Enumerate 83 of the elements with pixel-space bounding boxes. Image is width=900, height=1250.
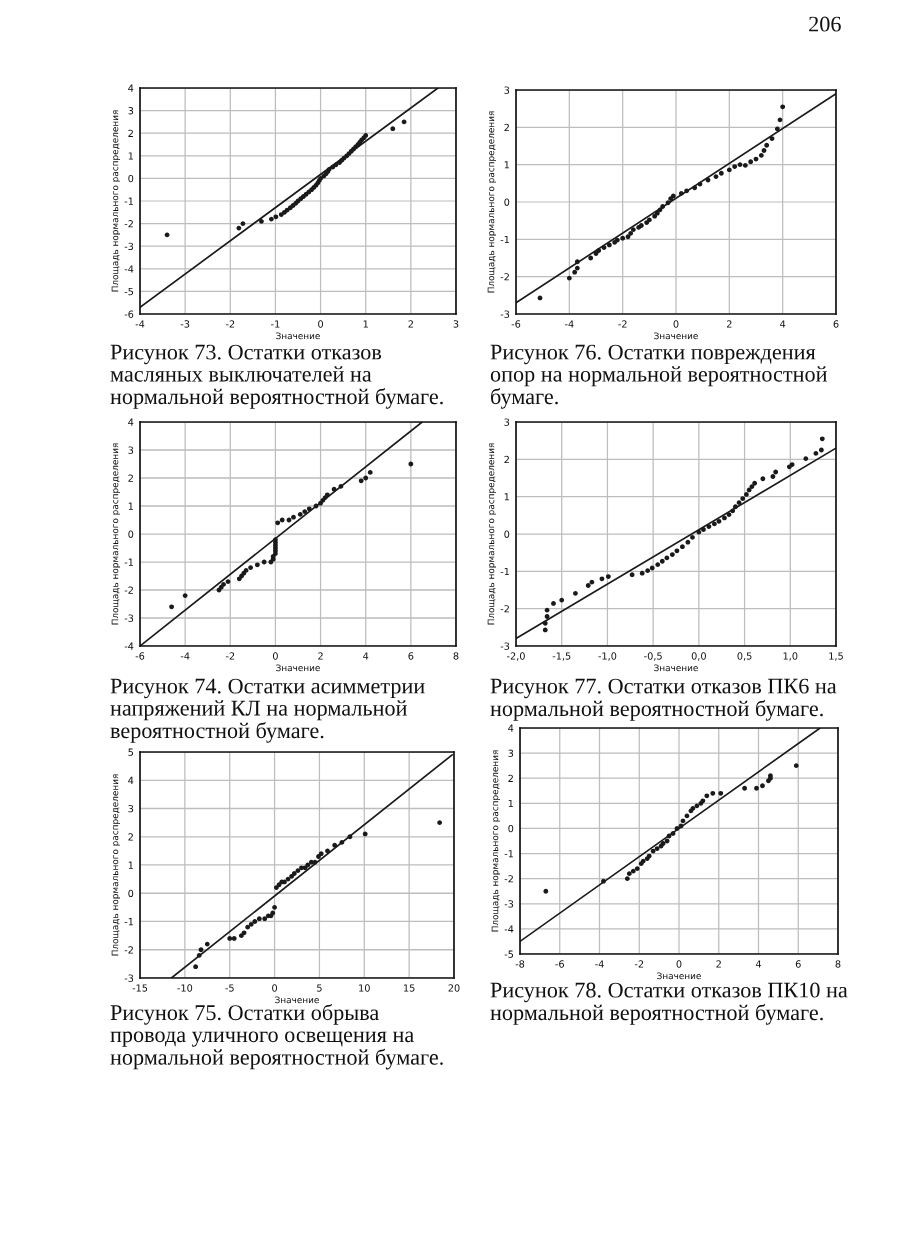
point (630, 227, 636, 233)
point (692, 185, 698, 191)
point (780, 104, 786, 110)
point (718, 790, 724, 796)
point (624, 876, 630, 882)
text: Рисунок 73. Остатки отказов масляных выключателей на нормальной вероятностной бумаге. (110, 344, 443, 409)
point (543, 888, 549, 894)
point (367, 469, 373, 475)
point (646, 217, 652, 223)
point (193, 964, 199, 970)
point (674, 548, 680, 554)
point (726, 167, 732, 173)
point (760, 476, 766, 482)
point (339, 839, 345, 845)
point (204, 941, 210, 947)
point (685, 539, 691, 545)
point (248, 565, 254, 571)
point (748, 159, 754, 165)
point (182, 593, 188, 599)
point (639, 570, 645, 576)
point (718, 170, 724, 176)
point (774, 126, 780, 132)
point (599, 576, 605, 582)
point (710, 790, 716, 796)
point (542, 620, 548, 626)
point (297, 511, 303, 517)
text: Рисунок 75. Остатки обрыва провода уличного освещения на нормальной вероятностной бумаге. (110, 1004, 443, 1070)
point (758, 152, 764, 158)
point (620, 235, 626, 241)
text: Рисунок 74. Остатки асимметрии напряжений КЛ на нормальной вероятностной бумаге. (110, 678, 425, 743)
point (628, 230, 634, 236)
point (273, 214, 279, 220)
point (606, 242, 612, 248)
point (659, 558, 665, 564)
point (572, 269, 578, 275)
point (338, 483, 344, 489)
point (268, 216, 274, 222)
point (566, 275, 572, 281)
point (649, 565, 655, 571)
point (711, 521, 717, 527)
point (256, 916, 262, 922)
point (331, 486, 337, 492)
point (625, 234, 631, 240)
point (169, 604, 175, 610)
point (358, 478, 364, 484)
point (679, 544, 685, 550)
point (306, 506, 312, 512)
point (542, 627, 548, 633)
point (347, 834, 353, 840)
point (819, 436, 825, 442)
point (574, 259, 580, 265)
text: 206 (809, 16, 841, 32)
point (655, 562, 661, 568)
point (626, 871, 632, 877)
point (764, 142, 770, 148)
point (752, 480, 758, 486)
point (390, 126, 396, 132)
point (704, 793, 710, 799)
point (437, 820, 443, 826)
point (318, 851, 324, 857)
text: Рисунок 77. Остатки отказов ПК6 на нормальной вероятностной бумаге. (490, 678, 837, 721)
point (245, 924, 251, 930)
point (559, 597, 565, 603)
text: Рисунок 78. Остатки отказов ПК10 на нормальной вероятностной бумаге. (490, 982, 848, 1025)
point (634, 866, 640, 872)
point (684, 188, 690, 194)
point (332, 842, 338, 848)
point (630, 868, 636, 874)
point (813, 450, 819, 456)
point (363, 475, 369, 481)
text: Рисунок 76. Остатки повреждения опор на нормальной вероятностной бумаге. (490, 344, 827, 409)
point (629, 572, 635, 578)
point (736, 500, 742, 506)
point (241, 930, 247, 936)
point (793, 763, 799, 769)
point (302, 509, 308, 515)
point (254, 562, 260, 568)
point (716, 518, 722, 524)
point (196, 952, 202, 958)
point (248, 921, 254, 927)
point (574, 265, 580, 271)
point (652, 213, 658, 219)
point (198, 947, 204, 953)
